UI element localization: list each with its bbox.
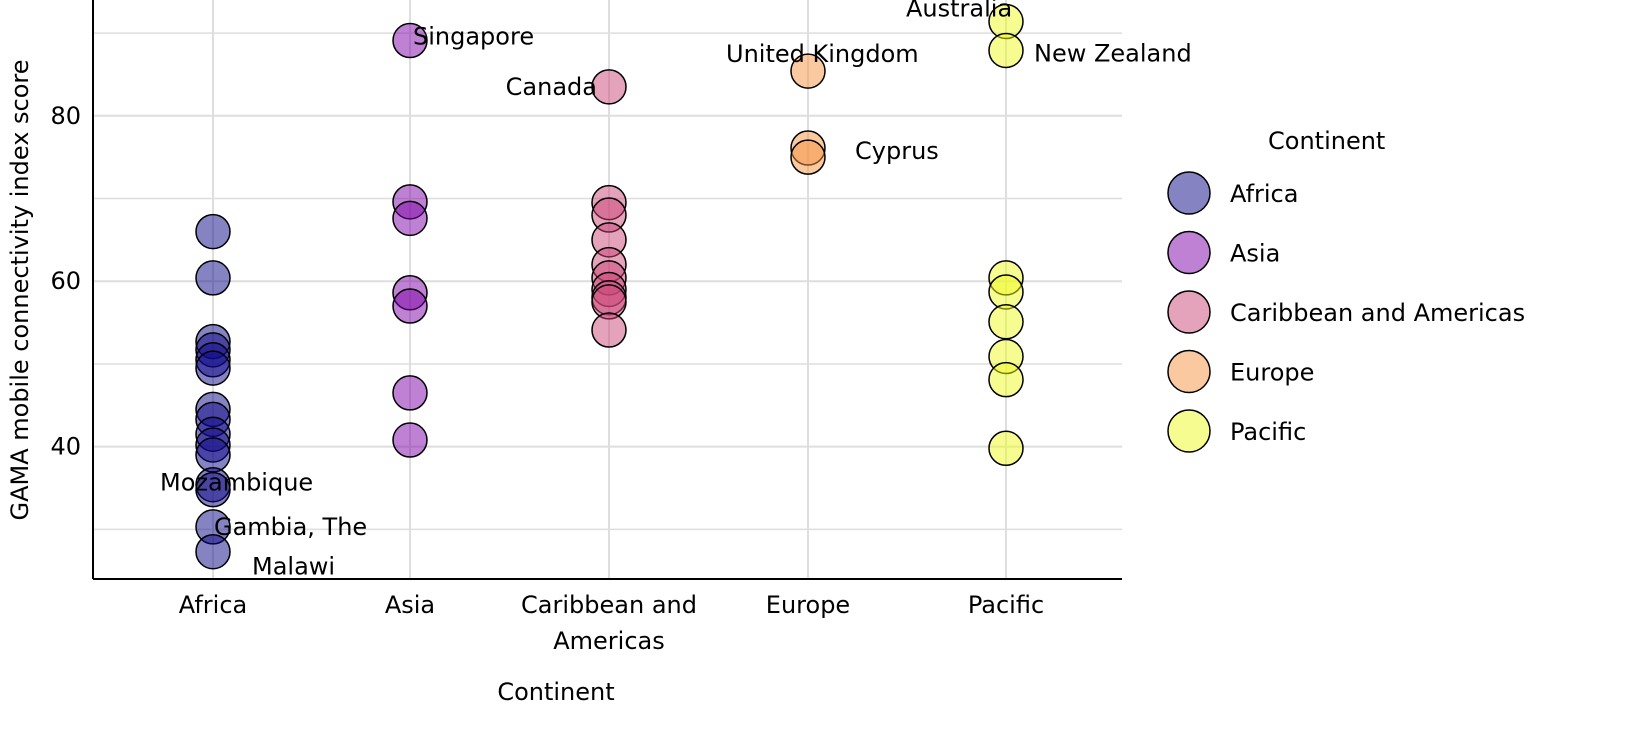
data-point-asia (392, 422, 428, 458)
data-point-asia (392, 375, 428, 411)
points (195, 3, 1024, 570)
legend-label: Africa (1230, 180, 1298, 208)
x-axis-title: Continent (497, 678, 614, 706)
axes: 40 60 80 Africa Asia Caribbean and Americas Eur… (50, 0, 1122, 655)
y-tick-label: 60 (50, 267, 81, 295)
data-point-europe (790, 53, 826, 89)
legend-label: Caribbean and Americas (1230, 299, 1525, 327)
annotation-label: Australia (906, 0, 1012, 23)
data-point-pacific (988, 32, 1024, 69)
data-point-asia (392, 288, 428, 324)
data-point-africa (195, 350, 231, 386)
data-point-pacific (988, 274, 1024, 310)
legend-swatch (1167, 230, 1211, 275)
y-axis-title: GAMA mobile connectivity index score (6, 59, 34, 520)
data-point-pacific (988, 304, 1024, 340)
annotation-label: Gambia, The (214, 513, 367, 541)
y-tick-label: 80 (50, 102, 81, 130)
legend-label: Europe (1230, 359, 1314, 387)
x-tick-label: Europe (766, 591, 850, 619)
legend: Continent Africa Asia Caribbean and America… (1167, 127, 1525, 453)
legend-swatch (1167, 409, 1211, 453)
y-tick-label: 40 (50, 433, 81, 461)
data-point-africa (195, 213, 231, 250)
annotation-label: United Kingdom (726, 40, 919, 68)
annotation-label: Cyprus (855, 137, 939, 165)
x-tick-label: Caribbean and (521, 591, 697, 619)
annotations: Singapore Canada United Kingdom Cyprus Austr… (160, 0, 1192, 581)
data-point-pacific (988, 361, 1024, 398)
legend-title: Continent (1268, 127, 1385, 155)
annotation-label: Mozambique (160, 469, 313, 497)
x-tick-label: Africa (179, 591, 247, 619)
data-point-caribbean-and-americas (591, 312, 627, 348)
data-point-africa (195, 437, 231, 473)
data-point-pacific (988, 430, 1024, 467)
annotation-label: New Zealand (1034, 39, 1192, 67)
data-point-africa (195, 260, 231, 296)
data-point-africa (195, 533, 231, 570)
legend-swatch (1167, 290, 1211, 334)
x-tick-label: Pacific (968, 591, 1044, 619)
x-tick-label: Americas (553, 627, 665, 655)
legend-swatch (1167, 349, 1211, 394)
legend-label: Pacific (1230, 418, 1306, 446)
data-point-asia (392, 200, 428, 237)
data-point-europe (790, 139, 826, 175)
x-tick-label: Asia (385, 591, 435, 619)
annotation-label: Singapore (413, 23, 534, 51)
legend-swatch (1167, 171, 1211, 215)
data-point-caribbean-and-americas (591, 69, 627, 105)
annotation-label: Malawi (252, 553, 335, 581)
legend-label: Asia (1230, 240, 1280, 268)
annotation-label: Canada (506, 73, 597, 101)
data-point-asia (392, 22, 428, 59)
data-point-africa (195, 471, 231, 508)
